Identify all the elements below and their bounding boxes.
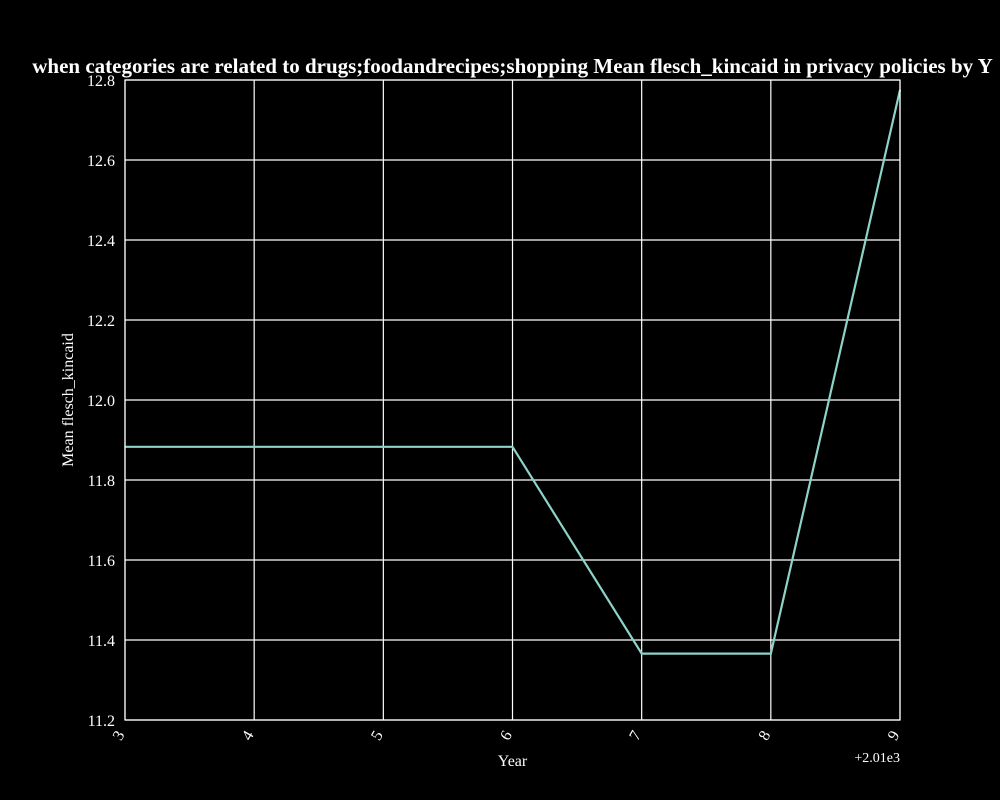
data-point [382,446,385,448]
y-tick-label: 11.4 [88,633,115,650]
data-point [770,652,772,655]
plot-frame [124,79,901,721]
data-point [511,446,514,448]
y-tick-label: 12.2 [87,313,115,330]
x-axis-offset-label: +2.01e3 [854,751,900,766]
x-tick-labels: 3 4 5 6 7 8 9 [110,728,904,743]
data-point [640,652,643,655]
y-tick-label: 11.8 [88,473,115,490]
x-tick-label: 5 [368,728,387,743]
y-tick-label: 11.6 [88,553,115,570]
x-tick-label: 8 [756,728,775,743]
x-tick-label: 9 [885,728,904,743]
x-axis-label: Year [498,753,528,770]
y-axis-label: Mean flesch_kincaid [60,333,77,467]
chart-title: when categories are related to drugs;foo… [32,54,993,78]
x-tick-label: 6 [497,728,516,743]
x-tick-label: 3 [110,728,129,743]
y-tick-labels: 11.2 11.4 11.6 11.8 12.0 12.2 12.4 12.6 12.8 [87,73,115,730]
y-tick-label: 12.0 [87,393,115,410]
y-tick-label: 12.4 [87,233,115,250]
y-tick-label: 12.6 [87,153,115,170]
y-tick-label: 12.8 [87,73,115,90]
x-tick-label: 4 [239,728,258,743]
x-tick-label: 7 [626,728,645,743]
y-tick-label: 11.2 [88,713,115,730]
data-point [253,446,255,448]
grid [124,79,901,721]
